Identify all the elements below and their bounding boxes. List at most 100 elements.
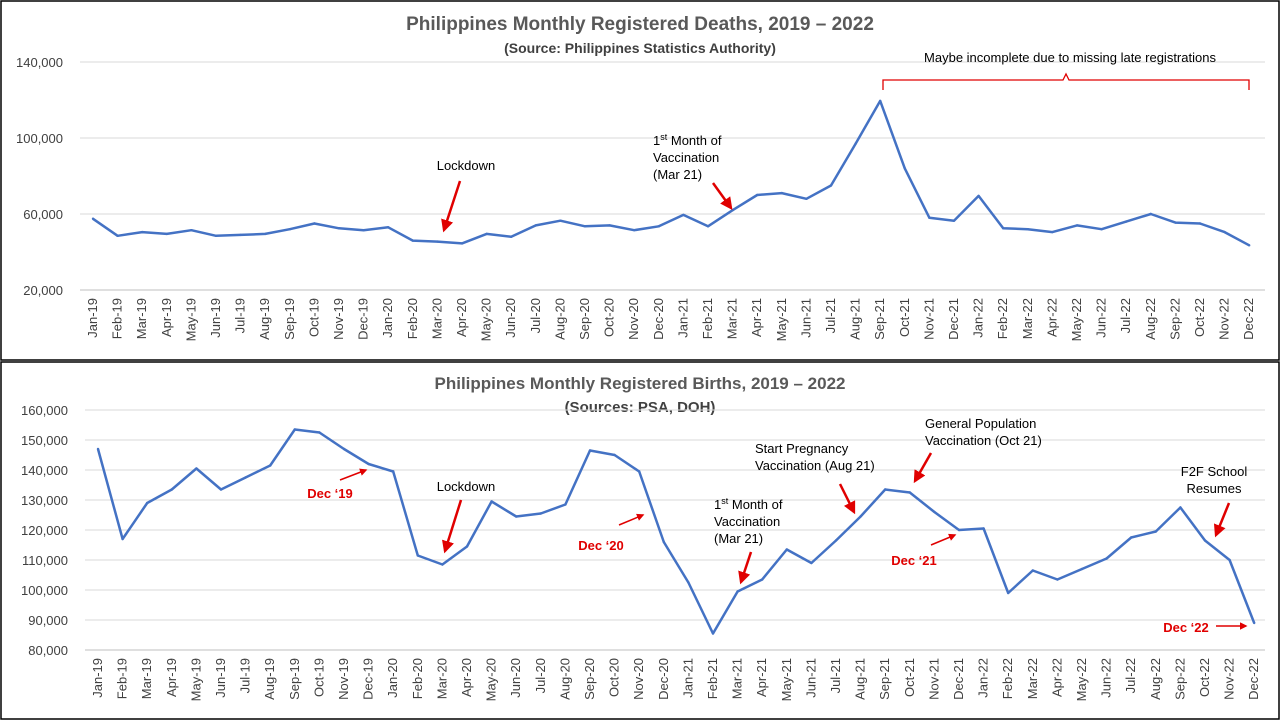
deaths-data-point — [731, 209, 734, 212]
births-data-point — [859, 515, 862, 518]
deaths-lockdown-arrow — [441, 180, 462, 233]
births-data-point — [1056, 578, 1059, 581]
births-x-tick-label: Jun-19 — [213, 658, 228, 698]
deaths-data-point — [1174, 221, 1177, 224]
births-vaccination-label-line2: Vaccination — [714, 514, 780, 529]
deaths-data-point — [682, 213, 685, 217]
deaths-chart-panel: Philippines Monthly Registered Deaths, 2… — [0, 0, 1280, 361]
deaths-x-tick-label: Nov-19 — [331, 298, 346, 340]
births-y-tick-label: 160,000 — [21, 403, 68, 418]
deaths-x-tick-label: Jul-22 — [1118, 298, 1133, 333]
deaths-data-point — [1002, 227, 1005, 230]
births-y-tick-label: 120,000 — [21, 523, 68, 538]
deaths-data-point — [485, 232, 488, 236]
deaths-data-point — [141, 230, 144, 234]
deaths-y-tick-label: 100,000 — [16, 131, 63, 146]
births-data-point — [834, 539, 838, 542]
births-data-point — [711, 632, 715, 635]
births-data-point — [982, 527, 985, 530]
deaths-x-tick-label: Aug-21 — [848, 298, 863, 340]
deaths-data-point — [633, 228, 636, 232]
deaths-data-point — [829, 184, 833, 187]
deaths-data-point — [706, 225, 710, 228]
births-vaccination-label-line1: 1st Month of — [714, 496, 783, 512]
deaths-data-point — [214, 234, 218, 238]
deaths-x-tick-label: Jun-21 — [798, 298, 813, 338]
births-genpop-arrow — [913, 452, 933, 484]
deaths-x-tick-label: May-21 — [774, 298, 789, 341]
births-data-point — [785, 548, 788, 551]
deaths-x-tick-label: Aug-20 — [552, 298, 567, 340]
deaths-data-point — [657, 225, 660, 228]
births-y-tick-label: 80,000 — [28, 643, 68, 658]
births-series-line — [96, 428, 1256, 635]
deaths-data-point — [239, 233, 242, 237]
deaths-lockdown-label: Lockdown — [437, 158, 496, 173]
births-dec19-arrow — [339, 468, 368, 481]
births-x-tick-label: Jan-21 — [680, 658, 695, 698]
deaths-data-point — [1149, 212, 1153, 216]
deaths-y-axis-ticks: 20,000 60,000 100,000 140,000 — [16, 55, 63, 298]
births-x-tick-label: Jul-22 — [1123, 658, 1138, 693]
deaths-x-tick-label: Jan-22 — [971, 298, 986, 338]
deaths-x-tick-label: Sep-21 — [872, 298, 887, 340]
deaths-x-tick-label: Sep-19 — [282, 298, 297, 340]
births-y-tick-label: 150,000 — [21, 433, 68, 448]
deaths-data-point — [1223, 230, 1226, 234]
deaths-vaccination-arrow — [711, 182, 733, 211]
deaths-x-tick-label: Apr-21 — [749, 298, 764, 337]
births-pregnancy-label-line1: Start Pregnancy — [755, 441, 849, 456]
births-data-point — [736, 590, 739, 593]
births-data-point — [539, 512, 542, 515]
deaths-x-tick-label: May-22 — [1069, 298, 1084, 341]
deaths-x-tick-label: Mar-20 — [429, 298, 444, 339]
births-x-tick-label: Feb-20 — [410, 658, 425, 699]
births-pregnancy-arrow — [838, 483, 856, 515]
deaths-x-tick-label: Oct-21 — [897, 298, 912, 337]
deaths-x-tick-label: Feb-22 — [995, 298, 1010, 339]
births-data-point — [662, 540, 665, 544]
births-data-point — [1105, 557, 1108, 560]
births-data-point — [1007, 591, 1010, 595]
deaths-data-point — [928, 216, 931, 219]
births-x-tick-label: Sep-20 — [582, 658, 597, 700]
births-data-point — [933, 510, 936, 514]
deaths-data-point — [854, 142, 857, 145]
births-data-point — [1031, 569, 1035, 572]
births-x-tick-label: Dec-21 — [951, 658, 966, 700]
deaths-x-tick-label: Sep-22 — [1167, 298, 1182, 340]
deaths-data-point — [165, 232, 168, 236]
births-x-tick-label: Nov-19 — [336, 658, 351, 700]
births-chart-border — [0, 361, 1280, 720]
births-x-tick-label: Apr-22 — [1049, 658, 1064, 697]
deaths-data-point — [411, 239, 414, 242]
births-x-tick-label: Mar-19 — [139, 658, 154, 699]
births-vaccination-label-line3: (Mar 21) — [714, 531, 763, 546]
births-x-tick-label: Jul-19 — [238, 658, 253, 693]
births-x-tick-label: Dec-22 — [1246, 658, 1261, 700]
births-y-tick-label: 100,000 — [21, 583, 68, 598]
deaths-x-tick-label: Feb-21 — [700, 298, 715, 339]
births-x-tick-label: Apr-20 — [459, 658, 474, 697]
deaths-x-tick-label: Jul-21 — [823, 298, 838, 333]
births-lockdown-label: Lockdown — [437, 479, 496, 494]
births-data-point — [244, 476, 247, 479]
deaths-x-tick-label: Dec-21 — [946, 298, 961, 340]
births-x-tick-label: Oct-22 — [1197, 658, 1212, 697]
births-x-tick-label: Feb-22 — [1000, 658, 1015, 699]
deaths-vaccination-label-line3: (Mar 21) — [653, 167, 702, 182]
births-data-point — [1130, 536, 1133, 539]
births-x-tick-label: Dec-20 — [656, 658, 671, 700]
deaths-data-point — [1100, 228, 1103, 231]
births-data-point — [416, 554, 419, 557]
deaths-data-point — [583, 225, 587, 228]
births-series-points — [96, 428, 1256, 635]
births-data-point — [564, 503, 567, 506]
deaths-x-tick-label: Mar-19 — [134, 298, 149, 339]
deaths-y-tick-label: 60,000 — [23, 207, 63, 222]
deaths-series-line — [92, 99, 1250, 247]
deaths-data-point — [879, 99, 882, 103]
deaths-x-tick-label: Aug-19 — [257, 298, 272, 340]
births-x-tick-label: Jan-22 — [976, 658, 991, 698]
births-gridlines — [85, 409, 1265, 621]
